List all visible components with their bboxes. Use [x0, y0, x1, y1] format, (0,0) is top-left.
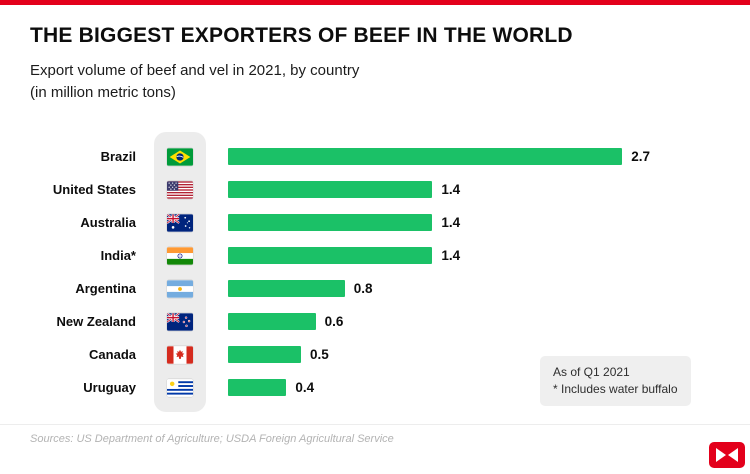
- chart-row: India* 1.4: [30, 239, 720, 272]
- chart-subtitle: Export volume of beef and vel in 2021, b…: [30, 60, 359, 104]
- chart-row: Uruguay 0.4: [30, 371, 720, 404]
- country-label: New Zealand: [56, 314, 136, 329]
- chart-row: Canada 0.5: [30, 338, 720, 371]
- bar: [228, 346, 301, 363]
- note-line-2: * Includes water buffalo: [553, 382, 678, 396]
- flag-argentina-icon: [154, 279, 206, 298]
- bar: [228, 379, 287, 396]
- chart-row: Brazil 2.7: [30, 140, 720, 173]
- flag-canada-icon: [154, 345, 206, 364]
- note-line-1: As of Q1 2021: [553, 365, 630, 379]
- chart-row: Argentina 0.8: [30, 272, 720, 305]
- chart-rows: Brazil 2.7 United States 1.4 Australia 1.4 Ind…: [30, 140, 720, 404]
- bar-track: 1.4: [228, 247, 460, 264]
- bar-track: 1.4: [228, 181, 460, 198]
- country-label: Brazil: [100, 149, 136, 164]
- value-label: 1.4: [441, 215, 461, 230]
- country-label: United States: [52, 182, 136, 197]
- country-label: Argentina: [75, 281, 136, 296]
- bar: [228, 247, 433, 264]
- flag-india-icon: [154, 246, 206, 265]
- bar-track: 0.6: [228, 313, 343, 330]
- bar: [228, 181, 433, 198]
- flag-uruguay-icon: [154, 378, 206, 397]
- chart-row: Australia 1.4: [30, 206, 720, 239]
- footer-divider: [0, 424, 750, 425]
- value-label: 1.4: [441, 248, 461, 263]
- value-label: 0.4: [295, 380, 315, 395]
- brand-logo: [709, 442, 745, 468]
- chart-row: New Zealand 0.6: [30, 305, 720, 338]
- country-label: Australia: [80, 215, 136, 230]
- top-accent-bar: [0, 0, 750, 5]
- value-label: 1.4: [441, 182, 461, 197]
- bar-track: 0.8: [228, 280, 373, 297]
- flag-united-states-icon: [154, 180, 206, 199]
- subtitle-line-1: Export volume of beef and vel in 2021, b…: [30, 62, 360, 79]
- flag-column-background: [154, 132, 206, 412]
- value-label: 0.8: [353, 281, 373, 296]
- bar-track: 2.7: [228, 148, 650, 165]
- flag-brazil-icon: [154, 147, 206, 166]
- bar: [228, 214, 433, 231]
- bar: [228, 280, 345, 297]
- flag-australia-icon: [154, 213, 206, 232]
- bar-chart: Brazil 2.7 United States 1.4 Australia 1.4 Ind…: [30, 132, 720, 412]
- value-label: 0.6: [324, 314, 344, 329]
- country-label: India*: [100, 248, 136, 263]
- note-box: As of Q1 2021 * Includes water buffalo: [540, 356, 691, 406]
- country-label: Uruguay: [83, 380, 136, 395]
- value-label: 0.5: [310, 347, 329, 362]
- bar: [228, 313, 316, 330]
- bar-track: 1.4: [228, 214, 460, 231]
- page-title: THE BIGGEST EXPORTERS OF BEEF IN THE WOR…: [30, 24, 573, 47]
- bar-track: 0.5: [228, 346, 329, 363]
- subtitle-line-2: (in million metric tons): [30, 84, 176, 101]
- bar: [228, 148, 623, 165]
- value-label: 2.7: [631, 149, 650, 164]
- flag-new-zealand-icon: [154, 312, 206, 331]
- bar-track: 0.4: [228, 379, 314, 396]
- sources-text: Sources: US Department of Agriculture; U…: [30, 433, 394, 445]
- country-label: Canada: [89, 347, 136, 362]
- chart-row: United States 1.4: [30, 173, 720, 206]
